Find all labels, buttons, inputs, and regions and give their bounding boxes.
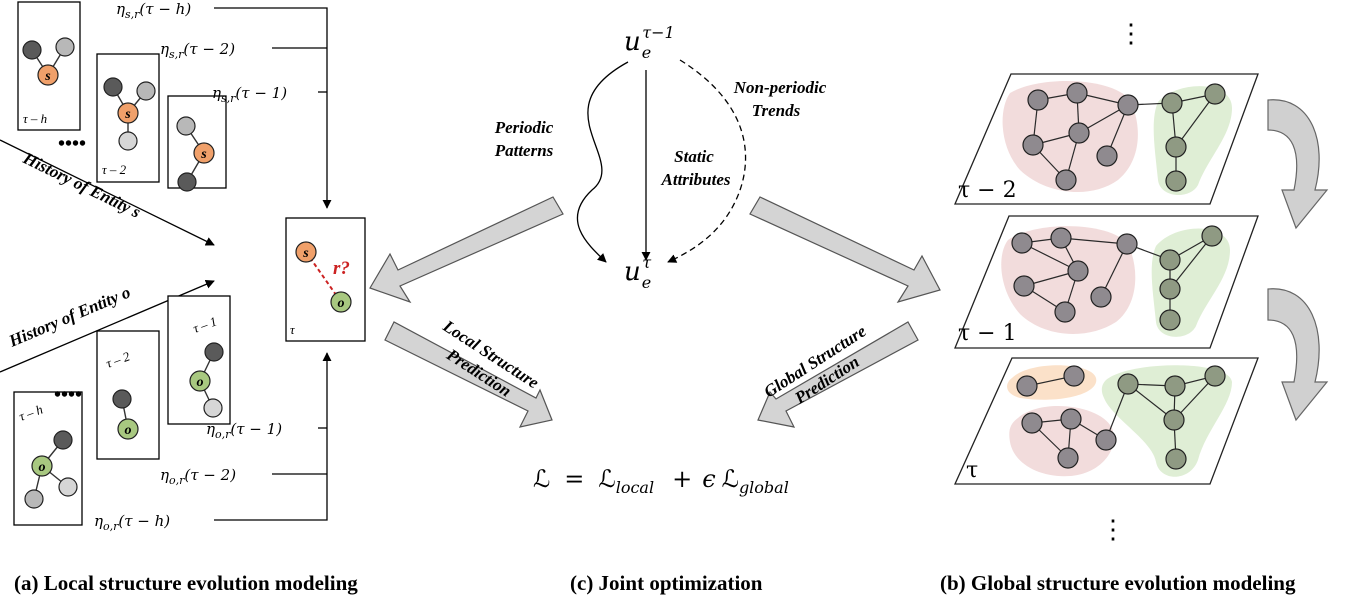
history-s-arrow	[0, 139, 215, 246]
periodic-arrow	[576, 61, 629, 263]
local-structure-panel: s τ – h s τ – 2 s •••• H	[0, 0, 366, 533]
layer-tau-2: τ − 2	[954, 73, 1259, 205]
node-o	[117, 418, 139, 440]
node-gray	[136, 81, 156, 101]
nonperiodic-arrow	[667, 59, 747, 263]
node-s	[295, 241, 317, 263]
node-dark	[53, 430, 73, 450]
static-label: Static Attributes	[661, 147, 731, 189]
target-frame-tau: s o r? τ	[285, 217, 366, 342]
node-dark	[22, 40, 42, 60]
node-o	[330, 291, 352, 313]
frame-s-tau-h: s τ – h	[17, 1, 81, 131]
frame-label: τ	[290, 322, 296, 337]
caption-global: (b) Global structure evolution modeling	[940, 571, 1296, 595]
frame-o-tau-2: τ – 2 o	[96, 330, 160, 460]
caption-joint: (c) Joint optimization	[570, 571, 763, 595]
node-o-label: o	[338, 296, 345, 311]
node-s-label: s	[200, 147, 207, 162]
evolution-arrow-1	[1267, 99, 1329, 230]
eta-s-label: ηs,r(τ − h)	[116, 0, 191, 21]
nonperiodic-label: Non-periodic Trends	[733, 78, 827, 120]
node-o	[189, 370, 211, 392]
arrow-global-to-loss	[757, 321, 919, 428]
node-o	[31, 455, 53, 477]
ellipsis-o: ••••	[54, 384, 82, 406]
node-gray	[203, 398, 223, 418]
node-gray	[55, 37, 75, 57]
frame-label: τ – 2	[102, 162, 127, 177]
evolution-arrow-2	[1267, 288, 1329, 422]
node-gray	[58, 477, 78, 497]
frame-s-tau-1: s	[167, 95, 227, 192]
node-dark	[177, 172, 197, 192]
frame-o-tau-h: τ – h o	[13, 391, 83, 526]
node-o-label: o	[39, 460, 46, 475]
eta-o-label: ηo,r(τ − 1)	[206, 420, 282, 441]
node-s-label: s	[124, 107, 131, 122]
global-structure-panel: ⋮ τ − 2	[953, 19, 1329, 545]
node-gray	[24, 489, 44, 509]
frame-s-tau-2: s τ – 2	[96, 53, 160, 183]
node-o-label: o	[197, 375, 204, 390]
eta-line-s	[214, 7, 332, 209]
layer-label: τ − 1	[958, 321, 1017, 346]
node-s	[117, 102, 139, 124]
joint-optimization-panel: ueτ−1 ueτ Periodic Patterns Static Attribu…	[369, 23, 941, 497]
layer-tau: τ	[953, 357, 1259, 485]
vdots-top: ⋮	[1118, 19, 1144, 49]
relation-query: r?	[333, 258, 350, 279]
arrow-local-to-loss	[384, 321, 553, 428]
layer-label: τ − 2	[958, 178, 1017, 203]
node-dark	[112, 389, 132, 409]
eta-s-label: ηs,r(τ − 1)	[212, 84, 287, 105]
node-s	[37, 64, 59, 86]
node-s-label: s	[302, 246, 309, 261]
eta-o-label: ηo,r(τ − h)	[94, 512, 170, 533]
layer-label: τ	[966, 458, 978, 483]
frame-label: τ – h	[23, 111, 47, 126]
layer-tau-1: τ − 1	[954, 215, 1259, 349]
node-dark	[103, 77, 123, 97]
periodic-label: Periodic Patterns	[494, 118, 554, 160]
node-gray	[118, 131, 138, 151]
eta-s-label: ηs,r(τ − 2)	[160, 40, 235, 61]
node-dark	[204, 342, 224, 362]
eta-line-o	[214, 352, 332, 521]
loss-equation: ℒ = ℒlocal + ϵ ℒglobal	[533, 465, 789, 497]
vdots-bottom: ⋮	[1100, 515, 1126, 545]
node-s	[193, 142, 215, 164]
u-top: ueτ−1	[624, 23, 675, 62]
node-s-label: s	[44, 69, 51, 84]
u-bottom: ueτ	[624, 253, 652, 292]
eta-o-label: ηo,r(τ − 2)	[160, 466, 236, 487]
caption-local: (a) Local structure evolution modeling	[14, 571, 358, 595]
arrow-to-global	[749, 196, 941, 304]
arrow-to-local	[369, 196, 564, 304]
node-o-label: o	[125, 423, 132, 438]
node-gray	[176, 116, 196, 136]
ellipsis-s: ••••	[58, 133, 86, 155]
frame-o-tau-1: τ – 1 o	[167, 295, 231, 425]
